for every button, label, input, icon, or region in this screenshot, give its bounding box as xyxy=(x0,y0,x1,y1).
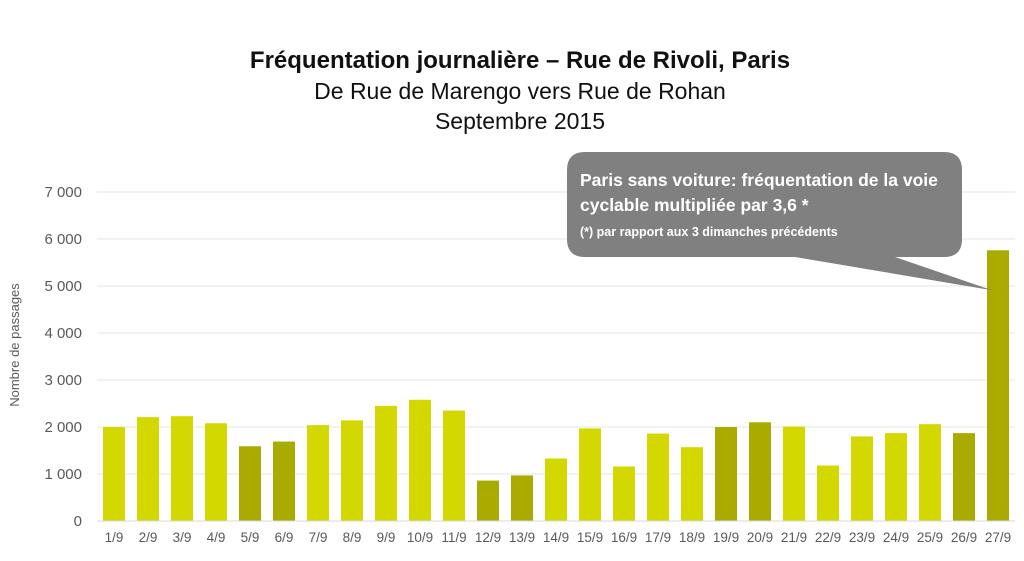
x-tick-label: 21/9 xyxy=(781,530,807,545)
x-tick-label: 26/9 xyxy=(951,530,977,545)
x-tick-label: 20/9 xyxy=(747,530,773,545)
gridlines xyxy=(97,191,1015,475)
y-tick-label: 6 000 xyxy=(44,231,82,248)
x-tick-label: 7/9 xyxy=(309,530,328,545)
bar-6-9 xyxy=(273,441,295,521)
x-tick-label: 4/9 xyxy=(207,530,226,545)
x-tick-label: 18/9 xyxy=(679,530,705,545)
x-tick-label: 16/9 xyxy=(611,530,637,545)
callout xyxy=(567,152,992,291)
chart-subtitle-route: De Rue de Marengo vers Rue de Rohan xyxy=(314,78,726,104)
callout-bubble xyxy=(567,152,992,291)
bar-25-9 xyxy=(919,424,941,521)
x-tick-label: 22/9 xyxy=(815,530,841,545)
bar-24-9 xyxy=(885,433,907,521)
y-axis-ticks: 0 1 000 2 000 3 000 4 000 5 000 6 000 7 000 xyxy=(44,184,82,530)
chart-title: Fréquentation journalière – Rue de Rivol… xyxy=(249,47,791,74)
x-tick-label: 25/9 xyxy=(917,530,943,545)
x-tick-label: 27/9 xyxy=(985,530,1011,545)
x-axis-ticks: 1/9 2/9 3/9 4/9 5/9 6/9 7/9 8/9 9/9 10/9 11/9 12/9 1… xyxy=(105,530,1012,545)
bar-5-9 xyxy=(239,446,261,521)
y-tick-label: 0 xyxy=(74,513,82,530)
callout-main-text: Paris sans voiture: fréquentation de la … xyxy=(580,170,938,215)
bar-8-9 xyxy=(341,420,363,521)
bar-22-9 xyxy=(817,465,839,521)
bar-4-9 xyxy=(205,423,227,521)
callout-note-text: (*) par rapport aux 3 dimanches précéden… xyxy=(580,225,838,239)
bar-17-9 xyxy=(647,433,669,521)
bar-9-9 xyxy=(375,405,397,521)
x-tick-label: 8/9 xyxy=(343,530,362,545)
y-tick-label: 2 000 xyxy=(44,419,82,436)
y-tick-label: 4 000 xyxy=(44,325,82,342)
y-axis-label: Nombre de passages xyxy=(7,283,22,407)
x-tick-label: 13/9 xyxy=(509,530,535,545)
x-tick-label: 1/9 xyxy=(105,530,124,545)
bar-10-9 xyxy=(409,399,431,521)
bar-18-9 xyxy=(681,447,703,521)
bars xyxy=(103,250,1009,521)
bar-12-9 xyxy=(477,480,499,521)
y-tick-label: 7 000 xyxy=(44,184,82,201)
bar-7-9 xyxy=(307,425,329,521)
x-tick-label: 12/9 xyxy=(475,530,501,545)
bar-26-9 xyxy=(953,433,975,521)
bar-20-9 xyxy=(749,422,771,521)
x-tick-label: 14/9 xyxy=(543,530,569,545)
x-tick-label: 9/9 xyxy=(377,530,396,545)
x-tick-label: 17/9 xyxy=(645,530,671,545)
x-tick-label: 6/9 xyxy=(275,530,294,545)
x-tick-label: 10/9 xyxy=(407,530,433,545)
bar-23-9 xyxy=(851,436,873,521)
x-tick-label: 23/9 xyxy=(849,530,875,545)
y-tick-label: 1 000 xyxy=(44,466,82,483)
x-tick-label: 11/9 xyxy=(441,530,466,545)
x-tick-label: 3/9 xyxy=(173,530,192,545)
bar-3-9 xyxy=(171,416,193,521)
bar-1-9 xyxy=(103,427,125,521)
bar-13-9 xyxy=(511,475,533,521)
x-tick-label: 5/9 xyxy=(241,530,260,545)
bar-11-9 xyxy=(443,410,465,521)
x-tick-label: 19/9 xyxy=(713,530,739,545)
y-tick-label: 3 000 xyxy=(44,372,82,389)
bar-27-9 xyxy=(987,250,1009,521)
bar-15-9 xyxy=(579,428,601,521)
bar-16-9 xyxy=(613,466,635,521)
bar-19-9 xyxy=(715,427,737,521)
bar-2-9 xyxy=(137,417,159,521)
y-tick-label: 5 000 xyxy=(44,278,82,295)
x-tick-label: 24/9 xyxy=(883,530,909,545)
x-tick-label: 15/9 xyxy=(577,530,603,545)
bar-14-9 xyxy=(545,458,567,521)
bar-21-9 xyxy=(783,426,805,521)
chart-titles: Fréquentation journalière – Rue de Rivol… xyxy=(0,46,1024,136)
x-tick-label: 2/9 xyxy=(139,530,158,545)
callout-text: Paris sans voiture: fréquentation de la … xyxy=(580,168,960,241)
chart-subtitle-period: Septembre 2015 xyxy=(434,108,606,134)
